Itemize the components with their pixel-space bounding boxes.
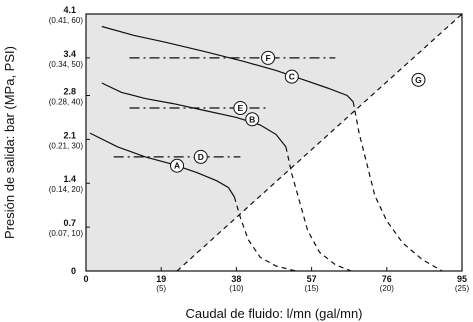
y-tick-label: 1.4: [63, 174, 76, 184]
x-tick-label: 76: [382, 274, 392, 284]
label-letter: G: [415, 75, 422, 85]
series-a-solid-0: [89, 132, 235, 198]
x-tick-sublabel: (5): [156, 284, 166, 293]
curve-label-c: C: [284, 69, 299, 84]
label-circle: [261, 50, 276, 65]
x-tick-sublabel: (20): [380, 284, 395, 293]
curve-label-e: E: [233, 101, 248, 116]
label-circle: [411, 72, 426, 87]
label-circle: [193, 149, 208, 164]
series-c-solid-4: [101, 25, 354, 103]
x-tick-sublabel: (25): [455, 284, 470, 293]
series-b-solid-2: [101, 82, 287, 148]
curve-label-g: G: [411, 72, 426, 87]
label-letter: A: [174, 161, 180, 171]
x-tick-label: 95: [457, 274, 467, 284]
x-tick-label: 57: [307, 274, 317, 284]
label-letter: C: [289, 72, 295, 82]
curve-label-b: B: [245, 112, 260, 127]
series-c-dashed-5: [352, 101, 443, 272]
label-circle: [245, 112, 260, 127]
x-tick-sublabel: (15): [304, 284, 319, 293]
label-letter: D: [198, 152, 204, 162]
x-tick-label: 19: [156, 274, 166, 284]
y-tick-label: 0.7: [63, 218, 76, 228]
series-a-dashed-1: [233, 196, 296, 272]
plot-frame: [85, 13, 463, 272]
series-lines: [89, 13, 463, 272]
y-tick-sublabel: (0.34, 50): [49, 60, 84, 69]
curve-label-d: D: [193, 149, 208, 164]
y-tick-sublabel: (0.41, 60): [49, 16, 84, 25]
label-letter: E: [238, 103, 244, 113]
y-tick-sublabel: (0.07, 10): [49, 229, 84, 238]
y-tick-label: 2.8: [63, 86, 76, 96]
y-tick-label: 4.1: [63, 5, 76, 15]
y-tick-label: 3.4: [63, 49, 76, 59]
y-tick-label: 2.1: [63, 130, 76, 140]
y-axis-title: Presión de salida: bar (MPa, PSI): [2, 46, 17, 239]
label-circle: [284, 69, 299, 84]
x-tick-label: 38: [231, 274, 241, 284]
x-tick-sublabel: (10): [229, 284, 244, 293]
shaded-region: [86, 14, 462, 271]
y-tick-sublabel: (0.21, 30): [49, 141, 84, 150]
axis-ticks: 0 19(5) 38(10) 57(15) 76(20) 95(25) 0 0.7(0.07,…: [49, 5, 470, 293]
shaded-operating-area: [86, 14, 462, 271]
curve-labels: A B C D E F G: [170, 50, 426, 173]
y-tick-label: 0: [71, 266, 76, 276]
curve-label-f: F: [261, 50, 276, 65]
series-b-dashed-3: [285, 146, 352, 272]
x-axis-title: Caudal de fluido: l/mn (gal/mn): [185, 306, 362, 321]
y-tick-sublabel: (0.28, 40): [49, 97, 84, 106]
label-letter: F: [265, 53, 270, 63]
label-letter: B: [249, 114, 255, 124]
series-g-dashed-9: [176, 13, 463, 272]
label-circle: [170, 158, 185, 173]
label-circle: [233, 101, 248, 116]
curve-label-a: A: [170, 158, 185, 173]
x-tick-label: 0: [83, 274, 88, 284]
y-tick-sublabel: (0.14, 20): [49, 185, 84, 194]
